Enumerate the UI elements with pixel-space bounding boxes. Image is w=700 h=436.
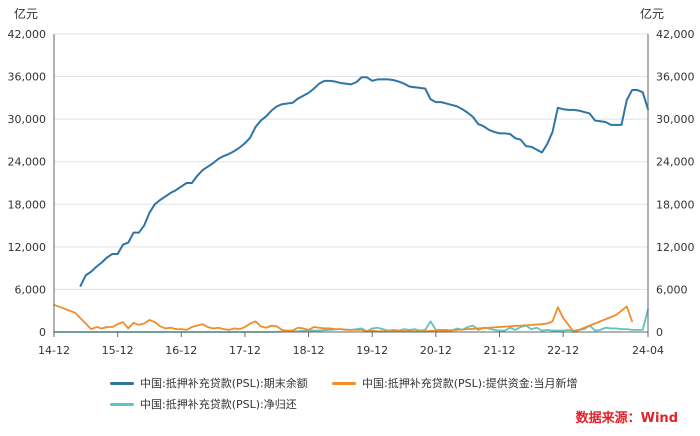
legend-label-new-supply: 中国:抵押补充贷款(PSL):提供资金:当月新增 <box>362 377 578 390</box>
legend-label-balance: 中国:抵押补充贷款(PSL):期末余额 <box>140 377 308 390</box>
series-line-net-repayment <box>53 308 649 333</box>
y-tick-label-right: 30,000 <box>656 113 695 126</box>
x-tick-label: 18-12 <box>293 344 325 357</box>
x-tick-label: 22-12 <box>547 344 579 357</box>
y-tick-label-left: 12,000 <box>8 241 47 254</box>
y-tick-label-left: 30,000 <box>8 113 47 126</box>
series-lines <box>53 76 649 333</box>
y-tick-label-left: 0 <box>39 326 46 339</box>
y-tick-label-right: 0 <box>656 326 663 339</box>
psl-line-chart: 0 0 6,000 6,000 12,000 12,000 18,000 18,000 24,0… <box>8 6 695 357</box>
legend-item-net-repayment: 中国:抵押补充贷款(PSL):净归还 <box>110 396 297 412</box>
series-line-balance <box>79 76 649 287</box>
legend-item-new-supply: 中国:抵押补充贷款(PSL):提供资金:当月新增 <box>332 375 577 391</box>
grid-lines <box>54 33 648 333</box>
y-tick-label-left: 18,000 <box>8 198 47 211</box>
y-tick-label-right: 18,000 <box>656 198 695 211</box>
legend-item-balance: 中国:抵押补充贷款(PSL):期末余额 <box>110 375 308 391</box>
left-unit-label: 亿元 <box>14 6 38 21</box>
y-tick-label-right: 42,000 <box>656 28 695 41</box>
x-tick-label: 20-12 <box>420 344 452 357</box>
data-source-label: 数据来源：Wind <box>575 411 678 426</box>
x-tick-label: 19-12 <box>356 344 388 357</box>
x-tick-label: 14-12 <box>38 344 70 357</box>
x-tick-label: 24-04 <box>632 344 664 357</box>
y-tick-label-left: 24,000 <box>8 156 47 169</box>
y-tick-label-right: 6,000 <box>656 283 688 296</box>
y-tick-label-right: 12,000 <box>656 241 695 254</box>
x-tick-label: 17-12 <box>229 344 261 357</box>
legend-label-net-repayment: 中国:抵押补充贷款(PSL):净归还 <box>140 398 297 411</box>
legend-swatch-net-repayment <box>110 402 134 406</box>
legend-swatch-balance <box>110 381 134 385</box>
x-tick-label: 15-12 <box>102 344 134 357</box>
x-tick-label: 21-12 <box>484 344 516 357</box>
legend-swatch-new-supply <box>332 381 356 385</box>
y-tick-label-right: 24,000 <box>656 156 695 169</box>
y-tick-label-left: 6,000 <box>15 283 47 296</box>
y-tick-label-left: 42,000 <box>8 28 47 41</box>
axes: 0 0 6,000 6,000 12,000 12,000 18,000 18,000 24,0… <box>8 28 695 357</box>
y-tick-label-left: 36,000 <box>8 71 47 84</box>
y-tick-label-right: 36,000 <box>656 71 695 84</box>
series-line-new-supply <box>53 303 633 333</box>
right-unit-label: 亿元 <box>640 6 664 21</box>
x-tick-label: 16-12 <box>165 344 197 357</box>
